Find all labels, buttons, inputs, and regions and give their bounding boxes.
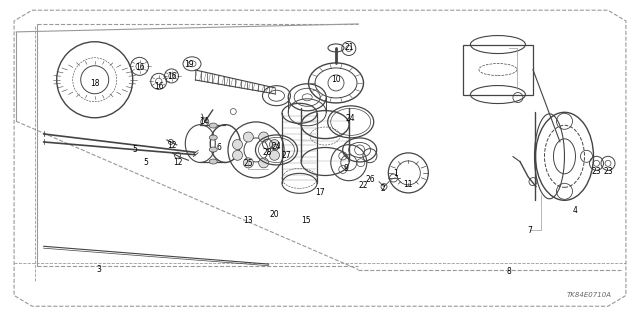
Text: 16: 16 bbox=[134, 63, 145, 72]
Text: 24: 24 bbox=[271, 142, 282, 151]
Text: 9: 9 bbox=[343, 164, 348, 173]
Text: 15: 15 bbox=[301, 216, 311, 225]
Text: 6: 6 bbox=[216, 143, 221, 152]
Circle shape bbox=[232, 140, 243, 150]
Text: 12: 12 bbox=[173, 158, 182, 167]
Circle shape bbox=[243, 132, 253, 142]
Text: 24: 24 bbox=[346, 114, 356, 123]
Text: 3: 3 bbox=[97, 265, 102, 274]
Text: 18: 18 bbox=[90, 79, 99, 88]
Text: 21: 21 bbox=[344, 43, 353, 52]
Text: 14: 14 bbox=[198, 117, 209, 126]
Text: 22: 22 bbox=[359, 181, 368, 190]
Text: 13: 13 bbox=[243, 216, 253, 225]
Text: 17: 17 bbox=[315, 188, 325, 197]
Text: 2: 2 bbox=[380, 184, 385, 193]
Text: 11: 11 bbox=[404, 180, 413, 189]
Ellipse shape bbox=[209, 123, 217, 128]
Ellipse shape bbox=[209, 159, 217, 164]
Bar bbox=[463, 45, 533, 94]
Circle shape bbox=[232, 150, 243, 160]
Text: 1: 1 bbox=[393, 169, 398, 178]
Text: TK84E0710A: TK84E0710A bbox=[567, 292, 612, 298]
Text: 16: 16 bbox=[154, 82, 164, 91]
Circle shape bbox=[259, 132, 269, 142]
Text: 23: 23 bbox=[603, 167, 613, 176]
Circle shape bbox=[243, 158, 253, 168]
Text: 8: 8 bbox=[506, 267, 511, 276]
Ellipse shape bbox=[209, 135, 217, 140]
Text: 4: 4 bbox=[572, 206, 577, 215]
Circle shape bbox=[269, 150, 280, 160]
Text: 5: 5 bbox=[132, 145, 137, 154]
Text: 27: 27 bbox=[282, 151, 292, 160]
Text: 26: 26 bbox=[365, 175, 375, 184]
Text: 23: 23 bbox=[591, 167, 602, 176]
Text: 25: 25 bbox=[243, 159, 253, 168]
Text: 12: 12 bbox=[167, 141, 176, 150]
Text: 10: 10 bbox=[331, 75, 341, 84]
Text: 28: 28 bbox=[263, 148, 272, 157]
Text: 19: 19 bbox=[184, 60, 194, 69]
Circle shape bbox=[269, 140, 280, 150]
Text: 20: 20 bbox=[269, 210, 279, 219]
Circle shape bbox=[259, 158, 269, 168]
Ellipse shape bbox=[209, 147, 217, 152]
Text: 7: 7 bbox=[527, 226, 532, 235]
Text: 5: 5 bbox=[143, 158, 148, 167]
Text: 16: 16 bbox=[166, 72, 177, 81]
